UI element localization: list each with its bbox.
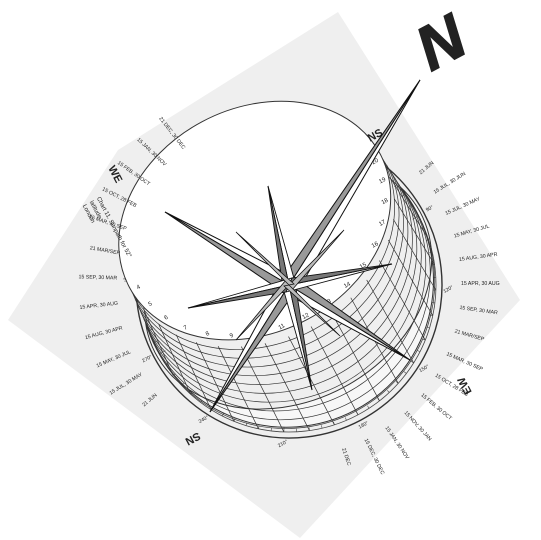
hour-labels: 4567891011121314151617181920: [136, 158, 390, 340]
hour-label: 20: [371, 158, 380, 167]
date-label: 15 APR, 30 AUG: [461, 281, 500, 287]
date-label: 15 AUG, 30 APR: [459, 252, 498, 263]
hour-line: [310, 326, 359, 415]
hour-label: 12: [302, 312, 311, 321]
hour-line: [393, 219, 437, 291]
degree-tick: [417, 350, 421, 353]
date-label: 15 NOV, 30 JAN: [403, 410, 433, 442]
date-label: 15 SEP, 30 MAR: [459, 305, 498, 316]
degree-tick: [296, 428, 297, 432]
degree-tick: [233, 418, 236, 422]
compass-rose: [164, 79, 421, 413]
azimuth-label: 270°: [141, 354, 153, 364]
hour-line: [241, 346, 285, 433]
hour-label: 16: [371, 241, 380, 250]
hour-line: [379, 260, 426, 341]
hour-label: 18: [381, 197, 390, 206]
hour-label: 9: [229, 333, 235, 340]
hour-label: 7: [183, 325, 189, 332]
degree-tick: [367, 405, 370, 409]
date-label: 15 APR, 30 AUG: [79, 301, 118, 311]
hour-label: 15: [359, 262, 368, 271]
hour-line: [195, 342, 235, 422]
hour-line: [383, 160, 420, 217]
hour-line: [175, 334, 212, 410]
degree-tick: [321, 425, 323, 429]
degree-tick: [344, 417, 347, 421]
hour-label: 6: [164, 314, 170, 321]
degree-tick: [386, 390, 390, 393]
hour-label: 4: [136, 284, 142, 291]
hour-line: [390, 178, 430, 240]
rose-point-se: [283, 284, 341, 337]
degree-tick: [429, 314, 433, 316]
hour-label: 17: [378, 219, 387, 228]
degree-tick: [270, 427, 272, 431]
azimuth-label: 150°: [418, 364, 430, 374]
date-label: 15 SEP, 30 MAR: [78, 274, 117, 281]
hour-line: [158, 323, 191, 395]
hour-line: [132, 294, 160, 355]
date-label: 15 FEB, 30 OCT: [419, 392, 453, 422]
hour-label: 14: [343, 281, 352, 290]
hour-line: [217, 346, 259, 429]
hour-line: [388, 239, 434, 316]
hour-line: [143, 310, 174, 376]
azimuth-label: 180°: [358, 420, 370, 430]
hour-line: [288, 336, 335, 425]
azimuth-label: 240°: [198, 415, 210, 425]
azimuth-label: 210°: [277, 439, 289, 449]
hour-label: 11: [278, 323, 287, 332]
hour-label: 19: [378, 177, 387, 186]
azimuth-label: 90°: [425, 205, 434, 214]
hour-label: 8: [205, 331, 211, 338]
degree-tick: [403, 371, 407, 374]
north-arrow-label: N: [404, 1, 479, 85]
hour-line: [331, 313, 380, 402]
rose-point-nw: [235, 231, 295, 286]
hour-label: 5: [148, 301, 154, 308]
hour-line: [366, 279, 414, 364]
date-label: 21 MAR/SEP: [89, 245, 121, 256]
azimuth-label: 120°: [442, 285, 454, 295]
north-letter: N: [405, 2, 478, 85]
date-label: 21 DEC: [340, 447, 351, 466]
hour-line: [393, 198, 435, 265]
hour-line: [264, 343, 310, 431]
sunpath-grid: [131, 159, 437, 433]
